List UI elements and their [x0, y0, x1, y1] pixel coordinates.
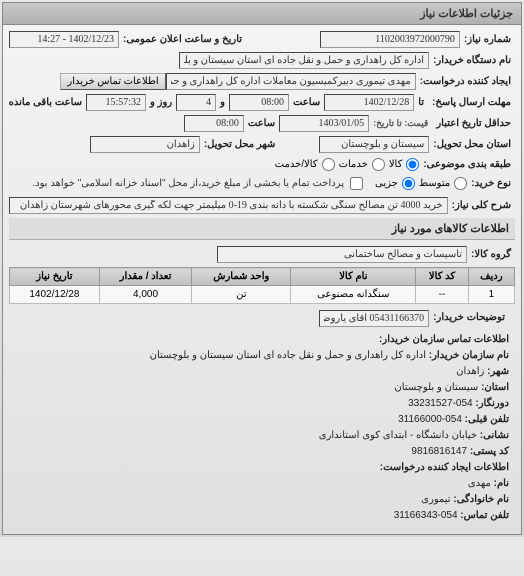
goods-table: ردیفکد کالانام کالاواحد شمارشتعداد / مقد…: [9, 267, 515, 304]
radio-partial-label: جزیی: [373, 178, 400, 189]
name-value: مهدی: [468, 478, 491, 489]
city-label: شهر محل تحویل:: [200, 137, 280, 152]
table-header: تاریخ نیاز: [10, 268, 100, 286]
panel-title: جزئیات اطلاعات نیاز: [3, 3, 521, 25]
validity-hour-label: ساعت: [244, 116, 279, 131]
address-value: خیابان دانشگاه - ابتدای کوی استانداری: [319, 430, 477, 441]
buyer-label: نام دستگاه خریدار:: [429, 53, 515, 68]
table-row: 1--سنگدانه مصنوعیتن4,0001402/12/28: [10, 286, 515, 304]
requester-input[interactable]: [166, 73, 416, 90]
table-cell: 4,000: [99, 286, 191, 304]
payment-checkbox[interactable]: [350, 177, 363, 190]
table-header: واحد شمارش: [192, 268, 291, 286]
table-header: کد کالا: [416, 268, 468, 286]
buyer-tel-label: توضیحات خریدار:: [429, 308, 509, 328]
deadline-hour-label: ساعت: [289, 95, 324, 110]
announce-label: تاریخ و ساعت اعلان عمومی:: [119, 32, 246, 47]
tel-value: 054-31166343: [394, 510, 458, 521]
validity-date-input[interactable]: [279, 115, 369, 132]
deadline-dayand: روز و: [146, 95, 176, 110]
contact-city-value: زاهدان: [456, 366, 484, 377]
table-cell: --: [416, 286, 468, 304]
validity-hour-input[interactable]: [184, 115, 244, 132]
family-label: نام خانوادگی:: [453, 494, 509, 505]
deadline-until: تا: [414, 95, 428, 110]
buy-type-label: نوع خرید:: [467, 176, 515, 191]
time-remain-label: ساعت باقی مانده: [5, 95, 86, 110]
org-value: اداره کل راهداری و حمل و نقل جاده ای است…: [150, 350, 426, 361]
desc-input[interactable]: [9, 197, 448, 214]
goods-title: اطلاعات کالاهای مورد نیاز: [9, 218, 515, 240]
province-input[interactable]: [319, 136, 429, 153]
deadline-hour-input[interactable]: [229, 94, 289, 111]
city-input[interactable]: [90, 136, 200, 153]
radio-kala[interactable]: [406, 158, 419, 171]
validity-label: حداقل تاریخ اعتبار: [432, 116, 515, 131]
name-label: نام:: [494, 478, 509, 489]
fax2-label: تلفن قبلی:: [465, 414, 509, 425]
radio-avg-label: متوسط: [417, 178, 452, 189]
radio-kalakhadamat-label: کالا/خدمت: [273, 159, 320, 170]
validity-sub: قیمت: تا تاریخ:: [369, 116, 432, 131]
table-header: نام کالا: [291, 268, 416, 286]
address-label: نشانی:: [480, 430, 509, 441]
desc-label: شرح کلی نیاز:: [448, 198, 515, 213]
table-cell: 1402/12/28: [10, 286, 100, 304]
creator-title: اطلاعات ایجاد کننده درخواست:: [380, 462, 509, 473]
group-label: گروه کالا:: [467, 247, 515, 262]
table-cell: تن: [192, 286, 291, 304]
table-header: ردیف: [468, 268, 514, 286]
subject-type-label: طبقه بندی موضوعی:: [419, 157, 515, 172]
req-no-input[interactable]: [320, 31, 460, 48]
fax-value: 054-33231527: [408, 398, 473, 409]
payment-note: پرداخت تمام یا بخشی از مبلغ خرید،از محل …: [26, 176, 350, 191]
buyer-input[interactable]: [179, 52, 429, 69]
buyer-tel-input[interactable]: [319, 310, 429, 327]
radio-avg[interactable]: [454, 177, 467, 190]
tel-label: تلفن تماس:: [460, 510, 509, 521]
postal-label: کد پستی:: [470, 446, 509, 457]
radio-kala-label: کالا: [387, 159, 405, 170]
fax2-value: 054-31166000: [398, 414, 462, 425]
time-remain-input[interactable]: [86, 94, 146, 111]
deadline-and: و: [216, 95, 229, 110]
postal-value: 9816816147: [411, 446, 467, 457]
contact-province-label: استان:: [481, 382, 509, 393]
table-header: تعداد / مقدار: [99, 268, 191, 286]
deadline-label: مهلت ارسال پاسخ:: [428, 95, 515, 110]
radio-khadamat-label: خدمات: [337, 159, 370, 170]
org-label: نام سازمان خریدار:: [429, 350, 509, 361]
province-label: استان محل تحویل:: [429, 137, 515, 152]
contact-buyer-button[interactable]: اطلاعات تماس خریدار: [60, 73, 165, 90]
radio-partial[interactable]: [402, 177, 415, 190]
contact-province-value: سیستان و بلوچستان: [394, 382, 478, 393]
days-remain-input[interactable]: [176, 94, 216, 111]
req-no-label: شماره نیاز:: [460, 32, 515, 47]
contact-city-label: شهر:: [487, 366, 509, 377]
radio-kalakhadamat[interactable]: [322, 158, 335, 171]
contact-title: اطلاعات تماس سازمان خریدار:: [379, 334, 509, 345]
family-value: تیموری: [421, 494, 450, 505]
table-cell: سنگدانه مصنوعی: [291, 286, 416, 304]
radio-khadamat[interactable]: [372, 158, 385, 171]
fax-label: دورنگار:: [475, 398, 509, 409]
deadline-date-input[interactable]: [324, 94, 414, 111]
table-cell: 1: [468, 286, 514, 304]
announce-input[interactable]: [9, 31, 119, 48]
group-input[interactable]: [217, 246, 467, 263]
requester-label: ایجاد کننده درخواست:: [416, 74, 515, 89]
